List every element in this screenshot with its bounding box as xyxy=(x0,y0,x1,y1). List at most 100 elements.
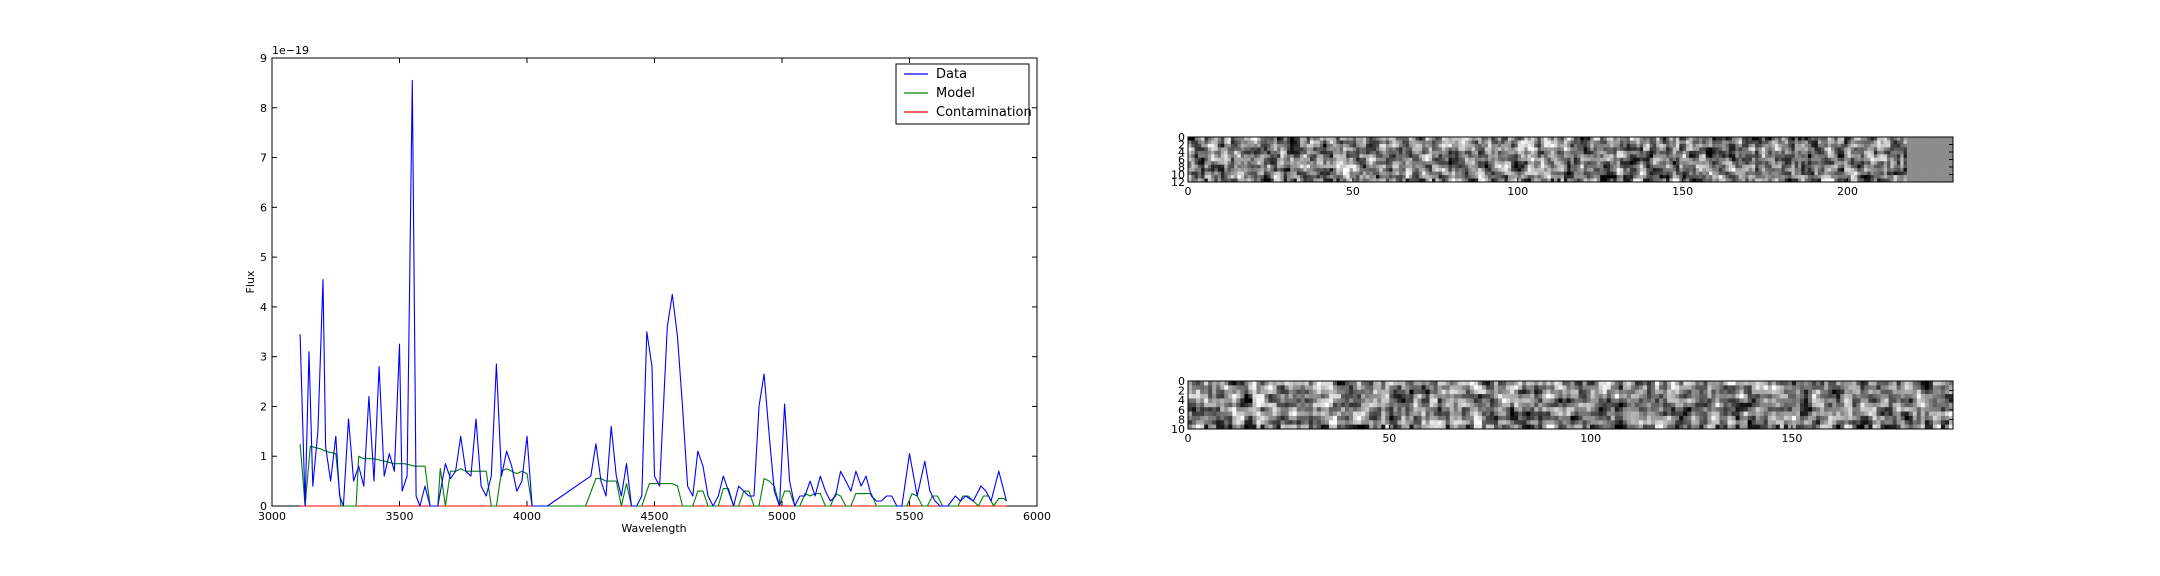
image-pixel xyxy=(1739,389,1744,395)
image-pixel xyxy=(1224,385,1229,391)
image-pixel xyxy=(1253,154,1258,159)
image-pixel xyxy=(1691,402,1696,408)
image-pixel xyxy=(1264,398,1269,404)
image-pixel xyxy=(1646,157,1650,162)
image-pixel xyxy=(1438,137,1443,141)
image-pixel xyxy=(1824,161,1828,165)
image-pixel xyxy=(1735,385,1740,391)
image-pixel xyxy=(1774,168,1779,172)
image-pixel xyxy=(1880,411,1885,417)
image-pixel xyxy=(1361,394,1366,399)
image-pixel xyxy=(1268,389,1273,395)
image-pixel xyxy=(1306,178,1311,183)
image-pixel xyxy=(1521,143,1525,148)
image-pixel xyxy=(1437,420,1442,425)
image-pixel xyxy=(1702,175,1706,179)
image-pixel xyxy=(1860,178,1865,183)
image-pixel xyxy=(1240,385,1245,391)
image-pixel xyxy=(1812,402,1817,408)
image-pixel xyxy=(1854,140,1858,145)
image-pixel xyxy=(1345,411,1350,417)
image-pixel xyxy=(1328,415,1334,421)
image-pixel xyxy=(1877,164,1881,169)
image-pixel xyxy=(1534,415,1539,421)
image-pixel xyxy=(1230,175,1235,179)
image-pixel xyxy=(1498,394,1503,399)
image-pixel xyxy=(1735,168,1739,172)
image-pixel xyxy=(1405,143,1410,148)
image-pixel xyxy=(1731,402,1736,408)
image-pixel xyxy=(1385,137,1390,141)
image-pixel xyxy=(1217,147,1222,152)
image-pixel xyxy=(1303,140,1308,145)
image-pixel xyxy=(1626,411,1632,417)
image-pixel xyxy=(1573,171,1578,176)
image-pixel xyxy=(1365,420,1370,425)
image-pixel xyxy=(1313,147,1317,152)
image-pixel xyxy=(1586,407,1591,412)
image-pixel xyxy=(1478,140,1482,145)
image-pixel xyxy=(1488,161,1492,165)
image-pixel xyxy=(1583,164,1588,169)
image-pixel xyxy=(1916,157,1921,162)
image-pixel xyxy=(1755,407,1761,412)
image-pixel xyxy=(1606,147,1611,152)
image-pixel xyxy=(1939,161,1944,165)
image-pixel xyxy=(1227,168,1232,172)
image-pixel xyxy=(1804,407,1809,412)
y-tick-label: 10 xyxy=(1171,169,1185,182)
image-pixel xyxy=(1224,147,1228,152)
image-pixel xyxy=(1844,137,1848,141)
image-pixel xyxy=(1613,161,1617,165)
image-pixel xyxy=(1639,143,1644,148)
image-pixel xyxy=(1540,147,1545,152)
image-pixel xyxy=(1944,385,1950,391)
image-pixel xyxy=(1852,394,1857,399)
image-pixel xyxy=(1194,178,1199,183)
image-pixel xyxy=(1718,147,1723,152)
image-pixel xyxy=(1458,154,1462,159)
image-pixel xyxy=(1191,168,1195,172)
image-pixel xyxy=(1441,137,1446,141)
image-pixel xyxy=(1908,407,1914,412)
image-pixel xyxy=(1903,157,1908,162)
image-pixel xyxy=(1570,168,1575,172)
image-pixel xyxy=(1546,385,1551,391)
image-pixel xyxy=(1864,415,1869,421)
image-pixel xyxy=(1854,154,1858,159)
image-pixel xyxy=(1567,175,1571,179)
image-pixel xyxy=(1511,140,1515,145)
image-pixel xyxy=(1534,385,1539,391)
image-pixel xyxy=(1831,140,1835,145)
image-pixel xyxy=(1433,398,1438,404)
image-pixel xyxy=(1464,164,1469,169)
image-pixel xyxy=(1832,402,1837,408)
image-pixel xyxy=(1352,137,1357,141)
image-pixel xyxy=(1857,175,1861,179)
image-pixel xyxy=(1293,164,1298,169)
image-pixel xyxy=(1814,164,1819,169)
image-pixel xyxy=(1382,140,1387,145)
image-pixel xyxy=(1252,411,1257,417)
image-pixel xyxy=(1801,164,1805,169)
image-pixel xyxy=(1455,150,1459,155)
image-pixel xyxy=(1834,171,1838,176)
image-pixel xyxy=(1530,140,1535,145)
image-pixel xyxy=(1468,178,1472,183)
image-pixel xyxy=(1679,178,1683,183)
image-pixel xyxy=(1526,398,1531,404)
image-pixel xyxy=(1629,154,1634,159)
image-pixel xyxy=(1646,154,1650,159)
image-pixel xyxy=(1883,175,1888,179)
image-pixel xyxy=(1735,164,1739,169)
image-pixel xyxy=(1596,178,1601,183)
image-pixel xyxy=(1751,420,1757,425)
image-pixel xyxy=(1445,411,1451,417)
image-pixel xyxy=(1876,394,1881,399)
image-pixel xyxy=(1791,143,1796,148)
image-pixel xyxy=(1923,154,1927,159)
image-pixel xyxy=(1715,137,1720,141)
image-pixel xyxy=(1546,420,1551,425)
image-pixel xyxy=(1873,175,1878,179)
image-pixel xyxy=(1759,407,1765,412)
